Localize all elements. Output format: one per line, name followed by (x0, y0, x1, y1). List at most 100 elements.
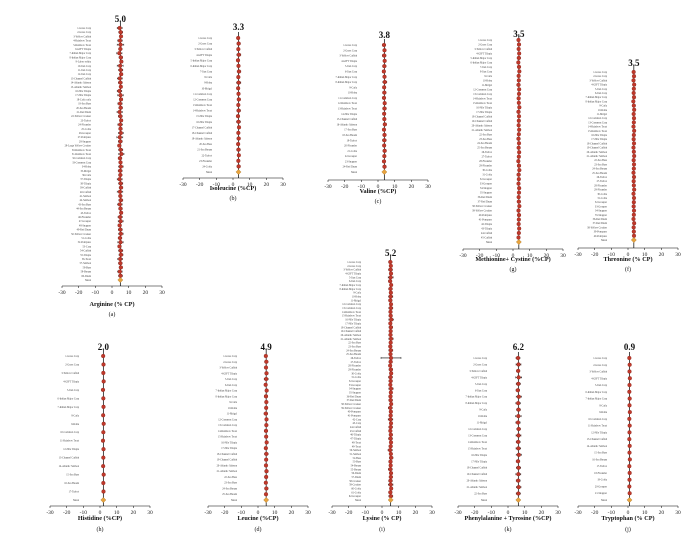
study-label: 23-Flounder (199, 160, 212, 163)
study-estimate-marker (388, 332, 393, 337)
panel-letter: (f) (625, 266, 631, 273)
x-tick-label: -20 (63, 510, 71, 516)
study-estimate-marker (101, 362, 106, 367)
x-tick-label: 0 (627, 510, 630, 516)
study-label: 13-Rainbow Trout (338, 108, 357, 111)
study-label: 47-Tilapia (350, 438, 362, 441)
study-estimate-marker (235, 114, 241, 119)
study-estimate-marker (236, 69, 242, 74)
study-estimate-marker (632, 107, 637, 112)
study-label: 1-Grass Carp (223, 355, 237, 358)
study-label: 58-Croaker (349, 480, 361, 483)
x-axis-label: Phenylalanine + Tyrosine (%CP) (465, 515, 552, 522)
study-label: 56-Trout (82, 258, 91, 261)
study-label: 49-Red Drum (77, 229, 91, 232)
study-label: 2-Grass Carp (478, 43, 492, 46)
study-label: 26-Turbot (597, 176, 608, 179)
study-estimate-marker (388, 390, 393, 395)
study-estimate-marker (118, 227, 123, 232)
study-label: 3-Yellow Catfish (219, 367, 237, 370)
study-label: 9-Labeo rohita (76, 61, 92, 64)
study-estimate-marker (388, 425, 393, 430)
study-estimate-marker (264, 371, 269, 376)
study-estimate-marker (236, 108, 241, 113)
study-label: 49-Trout (352, 445, 361, 448)
study-estimate-marker (388, 259, 393, 265)
study-label: 16-Atlantic Salmon (337, 123, 358, 126)
study-estimate-marker (388, 325, 393, 330)
study-label: 5-Jian Carp (345, 65, 358, 68)
study-estimate-marker (382, 154, 387, 159)
study-label: 11-Rainbow Trout (60, 440, 79, 443)
study-estimate-marker (631, 103, 636, 108)
study-label: 42-Salmon (80, 199, 92, 202)
study-estimate-marker (631, 141, 637, 146)
study-estimate-marker (382, 106, 387, 111)
study-label: 36-Red Drum (347, 395, 361, 398)
forest-panel-c: 3.8 1-Grass Carp 2-Grass Carp 3-Yellow Catf… (324, 30, 431, 205)
study-estimate-marker (101, 421, 106, 426)
study-estimate-marker (631, 166, 636, 171)
study-label: 16-Nile Tilapia (471, 454, 488, 457)
study-estimate-marker (118, 168, 123, 173)
study-label: 8-Indian Major Carp (466, 402, 488, 405)
study-estimate-marker (627, 443, 632, 448)
study-estimate-marker (631, 212, 636, 217)
study-label: 22-Sea Bass (348, 342, 361, 345)
study-estimate-marker (118, 114, 123, 119)
study-label: Mean (231, 499, 238, 502)
pooled-estimate-marker (631, 237, 637, 243)
study-label: 61-Cobia (351, 491, 362, 494)
x-tick-label: -20 (591, 510, 599, 516)
study-label: 34-Snapper (595, 210, 607, 213)
study-label: 22-Grouper (345, 155, 357, 158)
study-label: 6-Indian Major Carp (586, 391, 608, 394)
study-label: 16-Nile Tilapia (476, 106, 493, 109)
study-estimate-marker (117, 202, 122, 207)
study-label: 9-Catla (479, 409, 487, 412)
study-estimate-marker (264, 400, 269, 405)
study-label: 18-Channel Catfish (467, 467, 488, 470)
study-estimate-marker (388, 321, 393, 326)
study-label: 21-Atlantic Salmon (472, 129, 493, 132)
study-label: 18-Channel Catfish (341, 326, 362, 329)
study-label: 18-Channel Catfish (217, 453, 238, 456)
study-label: 4-GIFT Tilapia (221, 372, 238, 375)
study-estimate-marker (117, 38, 123, 43)
study-estimate-marker (264, 423, 269, 428)
study-estimate-marker (631, 191, 636, 196)
study-estimate-marker (388, 467, 393, 472)
study-estimate-marker (388, 394, 393, 399)
study-label: 3-Yellow Catfish (73, 35, 91, 38)
study-estimate-marker (236, 63, 241, 68)
study-label: 1-Grass Carp (343, 44, 357, 47)
study-label: 39-Yellow Croaker (341, 407, 361, 410)
study-label: 17-Nile Tilapia (591, 138, 608, 141)
x-tick-label: 0 (377, 184, 380, 190)
study-estimate-marker (627, 382, 632, 388)
study-label: 10-Jian Carp (78, 65, 92, 68)
study-label: 54-Bream (351, 464, 361, 467)
study-estimate-marker (631, 78, 636, 83)
study-estimate-marker (516, 381, 521, 386)
study-label: 10-Rohu (483, 79, 493, 82)
study-label: 45-Catfish (350, 430, 362, 433)
study-estimate-marker (236, 136, 241, 141)
study-label: 33-Grouper (480, 183, 492, 186)
study-estimate-marker (627, 423, 632, 428)
study-label: 11-Jian Carp (78, 69, 92, 72)
study-label: 1-Grass Carp (478, 39, 492, 42)
study-estimate-marker (632, 128, 637, 133)
study-estimate-marker (118, 265, 123, 270)
study-estimate-marker (118, 122, 123, 127)
x-tick-label: -30 (324, 184, 332, 190)
study-estimate-marker (515, 388, 520, 393)
study-estimate-marker (516, 141, 522, 146)
study-label: 25-Sea Bream (592, 172, 607, 175)
study-label: 17-Nile Tilapia (221, 447, 238, 450)
study-label: 7-Indian Major Carp (336, 76, 358, 79)
study-label: 19-Cobia (597, 479, 608, 482)
study-label: 21-Snapper (595, 492, 607, 495)
study-label: 9-Catla (229, 401, 237, 404)
study-label: 4-GIFT Tilapia (196, 54, 213, 57)
